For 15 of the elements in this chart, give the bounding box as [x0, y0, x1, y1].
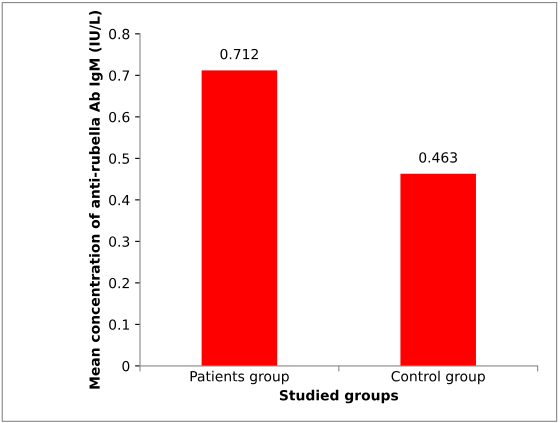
y-tick-label: 0.6 — [109, 112, 130, 122]
y-tick-label: 0.7 — [109, 70, 130, 81]
data-label: 0.712 — [220, 48, 258, 60]
y-tick-label: 0.5 — [109, 153, 130, 164]
y-tick-label: 0 — [122, 360, 130, 372]
x-tick-label: Control group — [392, 370, 485, 384]
y-tick-label: 0.2 — [109, 278, 129, 288]
y-axis-title: Mean concentration of anti-rubella Ab IgM (IU/L) — [89, 11, 103, 389]
x-axis-title: Studied groups — [280, 390, 398, 404]
y-tick-label: 0.4 — [109, 194, 130, 206]
x-tick-label: Patients group — [190, 370, 289, 384]
data-label: 0.463 — [419, 152, 457, 163]
y-tick-label: 0.3 — [109, 236, 130, 247]
y-tick-label: 0.8 — [109, 28, 130, 40]
y-tick-label: 0.1 — [109, 319, 129, 330]
